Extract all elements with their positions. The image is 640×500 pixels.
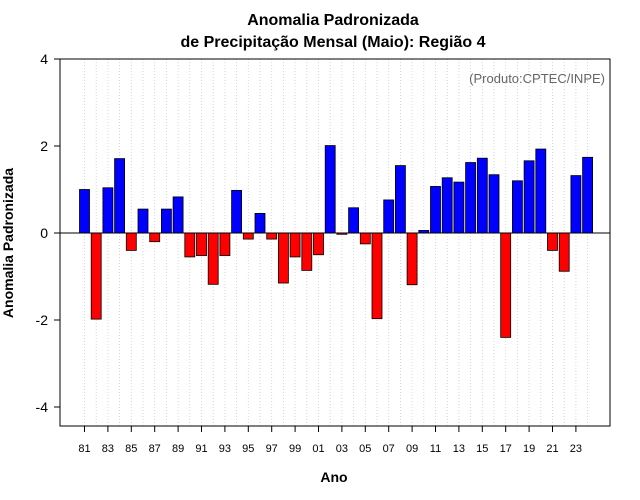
x-tick-label: 05: [359, 443, 371, 455]
y-tick-label: 0: [40, 225, 48, 241]
bar-2005: [359, 232, 371, 245]
x-tick-label: 89: [172, 443, 184, 455]
bar-1993: [219, 232, 231, 257]
bar-1990: [184, 232, 196, 258]
bar-2011: [430, 186, 441, 234]
x-tick-label: 91: [195, 443, 207, 455]
grid-lines: [84, 59, 588, 426]
bar-1997: [266, 232, 278, 240]
x-tick-label: 93: [219, 443, 231, 455]
bar-2004: [348, 207, 360, 234]
bar-2024: [582, 156, 593, 234]
x-tick-label: 03: [336, 443, 348, 455]
bar-2001: [313, 232, 324, 256]
x-axis: 81 83 85 87 89 91 93 95 97 99 01 03 05 07 09 11 13 15 17 19…: [78, 426, 582, 455]
bar-2006: [371, 232, 383, 320]
bar-1987: [149, 232, 161, 243]
bar-1982: [90, 232, 102, 320]
x-tick-label: 17: [500, 443, 512, 455]
plot-frame: [59, 58, 611, 427]
x-tick-label: 87: [149, 443, 161, 455]
y-axis: 4 2 0 -2 -4: [36, 51, 60, 415]
bar-1983: [102, 187, 114, 234]
x-tick-label: 83: [102, 443, 114, 455]
x-tick-label: 81: [78, 443, 90, 455]
bar-2023: [570, 175, 582, 234]
bars: [79, 145, 593, 338]
bar-2014: [465, 162, 477, 234]
bar-2019: [523, 160, 535, 234]
bar-1992: [207, 232, 219, 285]
bar-2012: [441, 177, 453, 234]
bar-1999: [289, 232, 301, 258]
x-tick-label: 09: [406, 443, 418, 455]
y-tick-label: 2: [40, 138, 48, 154]
x-tick-label: 21: [546, 443, 558, 455]
x-tick-label: 19: [523, 443, 535, 455]
bar-2013: [453, 181, 465, 234]
bar-1996: [254, 213, 266, 234]
bar-2015: [476, 157, 488, 234]
x-tick-label: 07: [383, 443, 395, 455]
bar-2021: [547, 232, 558, 251]
x-tick-label: 85: [125, 443, 137, 455]
bar-2020: [535, 148, 547, 234]
bar-1995: [242, 232, 254, 240]
bar-2018: [512, 180, 523, 234]
bar-1985: [125, 232, 137, 251]
bar-2000: [301, 232, 313, 271]
x-tick-label: 11: [430, 443, 441, 455]
bar-2009: [406, 232, 418, 286]
x-axis-label: Ano: [320, 469, 347, 485]
bar-1998: [277, 232, 289, 284]
bar-1986: [137, 208, 149, 234]
credit-label: (Produto:CPTEC/INPE): [469, 71, 605, 86]
bar-2008: [394, 165, 406, 234]
bar-2002: [324, 145, 336, 234]
chart-title: Anomalia Padronizada: [247, 12, 419, 29]
x-tick-label: 01: [312, 443, 324, 455]
x-tick-label: 23: [570, 443, 582, 455]
x-tick-label: 99: [289, 443, 301, 455]
x-tick-label: 95: [242, 443, 254, 455]
bar-2016: [488, 174, 500, 234]
y-tick-label: -4: [36, 399, 49, 415]
x-tick-label: 13: [453, 443, 465, 455]
bar-1991: [196, 232, 207, 257]
bar-2007: [383, 199, 395, 234]
x-tick-label: 15: [476, 443, 488, 455]
x-tick-label: 97: [266, 443, 278, 455]
bar-2022: [558, 232, 570, 272]
bar-1994: [231, 189, 243, 234]
bar-1981: [79, 189, 90, 234]
bar-2017: [500, 232, 512, 338]
y-tick-label: 4: [40, 51, 48, 67]
bar-1989: [172, 196, 184, 234]
y-axis-label: Anomalia Padronizada: [0, 168, 16, 318]
bar-1984: [114, 158, 125, 234]
bar-1988: [160, 208, 172, 234]
y-tick-label: -2: [36, 312, 49, 328]
chart-subtitle: de Precipitação Mensal (Maio): Região 4: [181, 34, 486, 51]
